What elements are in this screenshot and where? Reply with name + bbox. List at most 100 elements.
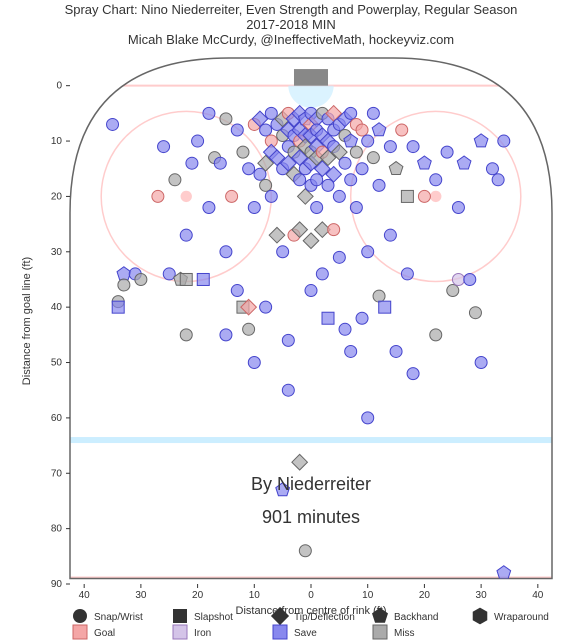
legend-outcome-label: Save xyxy=(294,628,317,639)
legend-outcome-icon xyxy=(373,625,387,639)
shot-marker xyxy=(474,134,488,147)
shot-marker xyxy=(243,163,255,175)
shot-marker xyxy=(117,267,131,280)
shot-marker xyxy=(135,273,147,285)
shot-marker xyxy=(203,107,215,119)
y-axis-label: Distance from goal line (ft) xyxy=(21,257,33,385)
legend-outcome-label: Iron xyxy=(194,628,211,639)
shot-marker xyxy=(452,201,464,213)
legend-shape-label: Wraparound xyxy=(494,612,549,623)
shot-marker xyxy=(237,146,249,158)
shot-marker xyxy=(390,345,402,357)
shot-marker xyxy=(452,273,464,285)
shot-marker xyxy=(389,162,403,175)
y-tick-label: 30 xyxy=(51,247,63,258)
shot-marker xyxy=(292,454,308,470)
shot-marker xyxy=(457,156,471,169)
shot-marker xyxy=(384,229,396,241)
shot-marker xyxy=(282,334,294,346)
shot-marker xyxy=(180,273,192,285)
shot-marker xyxy=(180,229,192,241)
y-tick-label: 80 xyxy=(51,524,63,535)
shot-marker xyxy=(367,152,379,164)
shot-marker xyxy=(220,113,232,125)
y-tick-label: 60 xyxy=(51,413,63,424)
spray-chart: Spray Chart: Nino Niederreiter, Even Str… xyxy=(0,0,582,644)
y-tick-label: 10 xyxy=(51,136,63,147)
shot-marker xyxy=(316,268,328,280)
shot-marker xyxy=(498,135,510,147)
shot-marker xyxy=(282,384,294,396)
shot-marker xyxy=(294,174,306,186)
x-tick-label: 0 xyxy=(308,590,314,601)
shot-marker xyxy=(169,174,181,186)
shot-marker xyxy=(328,224,340,236)
legend-shape-icon xyxy=(173,609,187,623)
shot-marker xyxy=(430,174,442,186)
chart-title-line: 2017-2018 MIN xyxy=(246,17,336,32)
shot-marker xyxy=(265,190,277,202)
shot-marker xyxy=(362,135,374,147)
shot-marker xyxy=(180,329,192,341)
shot-marker xyxy=(447,285,459,297)
y-tick-label: 40 xyxy=(51,302,63,313)
y-tick-label: 20 xyxy=(51,191,63,202)
shot-marker xyxy=(367,107,379,119)
x-tick-label: 40 xyxy=(79,590,91,601)
shot-marker xyxy=(345,174,357,186)
shot-marker xyxy=(497,566,511,579)
legend-shape-label: Slapshot xyxy=(194,612,233,623)
legend-outcome-icon xyxy=(273,625,287,639)
shot-marker xyxy=(260,124,272,136)
x-tick-label: 30 xyxy=(135,590,147,601)
x-tick-label: 10 xyxy=(249,590,261,601)
shot-marker xyxy=(396,124,408,136)
shot-marker xyxy=(311,201,323,213)
shot-marker xyxy=(231,285,243,297)
shot-marker xyxy=(407,368,419,380)
minutes-annotation: 901 minutes xyxy=(262,507,360,527)
legend-shape-label: Tip/Deflection xyxy=(294,612,355,623)
shot-marker xyxy=(231,124,243,136)
shot-marker xyxy=(260,179,272,191)
shot-marker xyxy=(345,107,357,119)
x-tick-label: 10 xyxy=(362,590,374,601)
shot-marker xyxy=(401,268,413,280)
shot-marker xyxy=(379,301,391,313)
player-annotation: By Niederreiter xyxy=(251,474,371,494)
x-tick-label: 40 xyxy=(532,590,544,601)
shot-marker xyxy=(373,290,385,302)
shot-marker xyxy=(492,174,504,186)
shot-marker xyxy=(269,227,285,243)
shot-marker xyxy=(372,123,386,136)
shot-marker xyxy=(362,412,374,424)
shot-marker xyxy=(303,233,319,249)
shot-marker xyxy=(441,146,453,158)
y-tick-label: 90 xyxy=(51,579,63,590)
shot-marker xyxy=(430,329,442,341)
shot-marker xyxy=(118,279,130,291)
y-tick-label: 0 xyxy=(56,81,62,92)
shot-marker xyxy=(299,545,311,557)
legend-outcome-label: Miss xyxy=(394,628,415,639)
x-tick-label: 20 xyxy=(419,590,431,601)
x-tick-label: 30 xyxy=(476,590,488,601)
shot-marker xyxy=(158,141,170,153)
shot-marker xyxy=(214,157,226,169)
shot-marker xyxy=(418,156,432,169)
shot-marker xyxy=(464,273,476,285)
shot-marker xyxy=(384,141,396,153)
legend-outcome-icon xyxy=(173,625,187,639)
shot-marker xyxy=(333,251,345,263)
shot-marker xyxy=(277,246,289,258)
shot-marker xyxy=(248,357,260,369)
legend-outcome-icon xyxy=(73,625,87,639)
shot-marker xyxy=(192,135,204,147)
shot-marker xyxy=(407,141,419,153)
legend-shape-icon xyxy=(73,609,87,623)
legend-outcome-label: Goal xyxy=(94,628,115,639)
chart-title-line: Spray Chart: Nino Niederreiter, Even Str… xyxy=(65,2,518,17)
shot-marker xyxy=(356,163,368,175)
shot-marker xyxy=(248,201,260,213)
shot-marker xyxy=(418,190,430,202)
